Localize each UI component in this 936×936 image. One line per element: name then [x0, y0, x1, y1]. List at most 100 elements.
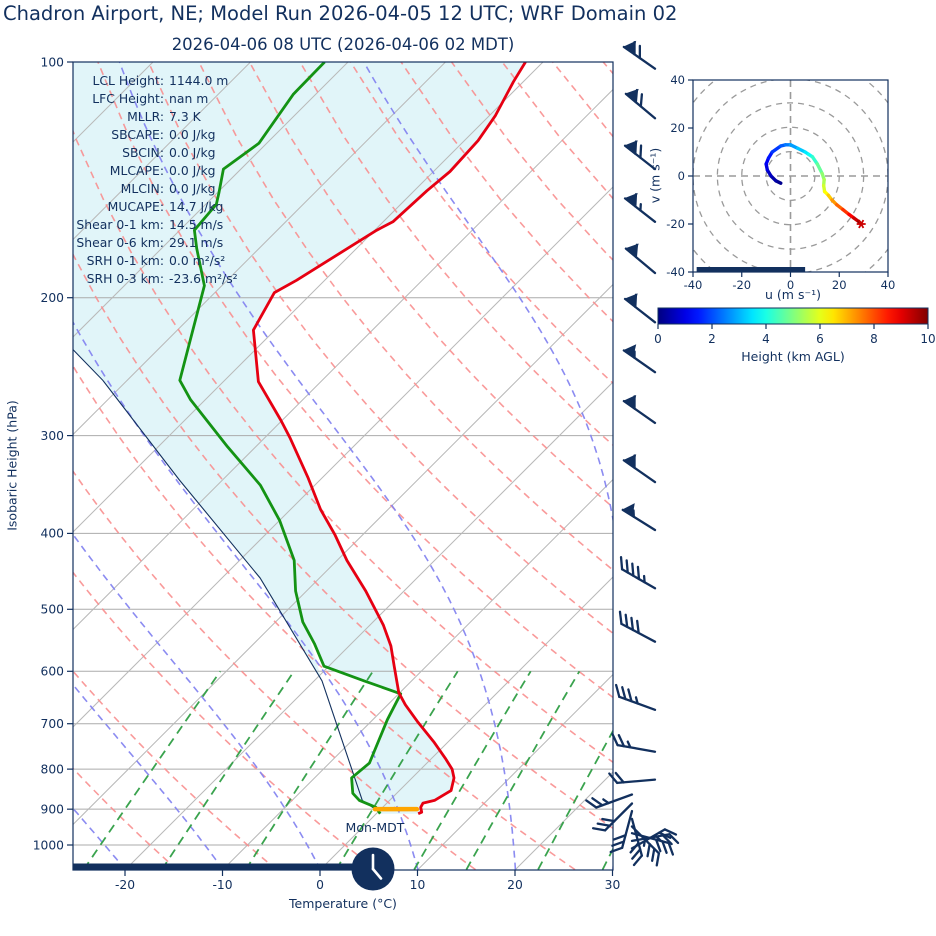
- hodo-u-tick-label: 40: [881, 278, 896, 292]
- stat-row: SBCIN: 0.0 J/kg: [60, 144, 238, 162]
- hodo-v-tick-label: -20: [666, 217, 685, 231]
- isobars: [73, 62, 613, 846]
- hodo-v-tick-label: 0: [678, 169, 685, 183]
- dewpoint-curve: [178, 62, 403, 815]
- stat-value: 29.1 m/s: [169, 235, 224, 250]
- stat-row: Shear 0-1 km: 14.5 m/s: [60, 216, 238, 234]
- colorbar-label: Height (km AGL): [741, 349, 845, 364]
- colorbar-tick-label: 8: [870, 332, 878, 346]
- stat-label: Shear 0-1 km:: [76, 217, 164, 232]
- stat-row: SBCAPE: 0.0 J/kg: [60, 126, 238, 144]
- hodo-v-tick-label: 20: [670, 121, 685, 135]
- stat-value: 1144.0 m: [169, 73, 229, 88]
- colorbar-tick-label: 4: [762, 332, 770, 346]
- wind-barb: [629, 817, 643, 867]
- shaded-region: [73, 62, 526, 814]
- pressure-tick-label: 500: [41, 603, 64, 617]
- mixing-ratio-lines: [82, 670, 613, 870]
- temperature-tick-label: 20: [507, 878, 523, 892]
- temperature-tick-label: 0: [316, 878, 324, 892]
- temperature-tick-label: -20: [115, 878, 135, 892]
- colorbar-tick-label: 10: [920, 332, 935, 346]
- stat-value: 0.0 J/kg: [169, 163, 216, 178]
- stat-row: LFC Height: nan m: [60, 90, 238, 108]
- clock-icon: [351, 847, 395, 891]
- stat-label: MUCAPE:: [107, 199, 164, 214]
- stat-value: 0.0 J/kg: [169, 145, 216, 160]
- stat-label: Shear 0-6 km:: [76, 235, 164, 250]
- wind-barb: [618, 610, 657, 643]
- stat-label: LFC Height:: [92, 91, 164, 106]
- stat-row: Shear 0-6 km: 29.1 m/s: [60, 234, 238, 252]
- hodograph-end-marker: [856, 219, 866, 229]
- stat-value: 0.0 J/kg: [169, 181, 216, 196]
- wind-barb: [623, 293, 657, 324]
- pressure-tick-label: 1000: [33, 838, 64, 852]
- stat-label: SRH 0-1 km:: [86, 253, 164, 268]
- pressure-axis-label: Isobaric Height (hPa): [4, 400, 20, 531]
- pressure-tick-label: 800: [41, 762, 64, 776]
- stat-value: 7.3 K: [169, 109, 201, 124]
- temperature-curve: [252, 62, 527, 815]
- stat-label: MLLR:: [127, 109, 164, 124]
- hodo-u-tick-label: -20: [732, 278, 751, 292]
- wind-barb: [585, 793, 634, 809]
- page-title: Chadron Airport, NE; Model Run 2026-04-0…: [3, 2, 678, 25]
- temperature-tick-label: -10: [212, 878, 232, 892]
- temperature-axis-label: Temperature (°C): [289, 896, 397, 911]
- stat-value: 0.0 m²/s²: [169, 253, 226, 268]
- wind-barb: [622, 454, 657, 484]
- hodograph-axes: -40 -20 0 20 40 -40 -20 0 20 40: [666, 73, 895, 292]
- hodo-v-tick-label: 40: [670, 73, 685, 87]
- pressure-tick-label: 200: [41, 291, 64, 305]
- temperature-tick-label: 30: [605, 878, 621, 892]
- wind-barb: [608, 771, 657, 785]
- stat-value: 14.7 J/kg: [169, 199, 224, 214]
- hodo-u-tick-label: 0: [787, 278, 794, 292]
- hodo-u-tick-label: 20: [832, 278, 847, 292]
- wind-barb: [624, 243, 657, 275]
- wind-barbs: [585, 40, 680, 867]
- stat-label: SBCIN:: [122, 145, 164, 160]
- stat-value: nan m: [169, 91, 209, 106]
- valid-time-subtitle: 2026-04-06 08 UTC (2026-04-06 02 MDT): [171, 35, 515, 54]
- hodo-v-tick-label: -40: [666, 265, 685, 279]
- wind-barb: [622, 344, 657, 374]
- colorbar-tick-label: 0: [654, 332, 662, 346]
- surface-bar: [73, 863, 356, 871]
- wind-barb: [621, 503, 657, 532]
- wind-barb: [609, 809, 634, 854]
- stat-value: 0.0 J/kg: [169, 127, 216, 142]
- wind-barb: [624, 88, 657, 120]
- colorbar-tick-label: 6: [816, 332, 824, 346]
- pressure-tick-label: 600: [41, 665, 64, 679]
- stat-row: MUCAPE: 14.7 J/kg: [60, 198, 238, 216]
- wind-barb: [611, 732, 657, 753]
- skewt-axes: 100 200 300 400 500 600 700 800 900 1000 -20 -10 0 10…: [33, 55, 621, 892]
- pressure-tick-label: 100: [41, 55, 64, 69]
- hodograph-u-axis-label: u (m s⁻¹): [765, 287, 821, 302]
- wind-barb: [623, 192, 657, 223]
- wind-barb: [622, 394, 657, 425]
- stat-value: -23.6 m²/s²: [169, 271, 238, 286]
- stat-label: SBCAPE:: [111, 127, 164, 142]
- stat-row: MLCAPE: 0.0 J/kg: [60, 162, 238, 180]
- wind-barb: [591, 802, 634, 832]
- stat-row: SRH 0-1 km: 0.0 m²/s²: [60, 252, 238, 270]
- colorbar-tick-label: 2: [708, 332, 716, 346]
- stat-label: SRH 0-3 km:: [86, 271, 164, 286]
- isotherms: [73, 62, 613, 870]
- pressure-tick-label: 400: [41, 527, 64, 541]
- hodograph-trace: [764, 143, 863, 226]
- wind-barb: [614, 683, 657, 711]
- hodograph-plot: -40 -20 0 20 40 -40 -20 0 20 40: [666, 73, 895, 292]
- height-colorbar: 0 2 4 6 8 10: [654, 307, 936, 346]
- stat-label: LCL Height:: [92, 73, 164, 88]
- stat-row: LCL Height: 1144.0 m: [60, 72, 238, 90]
- stat-label: MLCIN:: [120, 181, 164, 196]
- hodograph-v-axis-label: v (m s⁻¹): [647, 147, 663, 204]
- pressure-tick-label: 700: [41, 717, 64, 731]
